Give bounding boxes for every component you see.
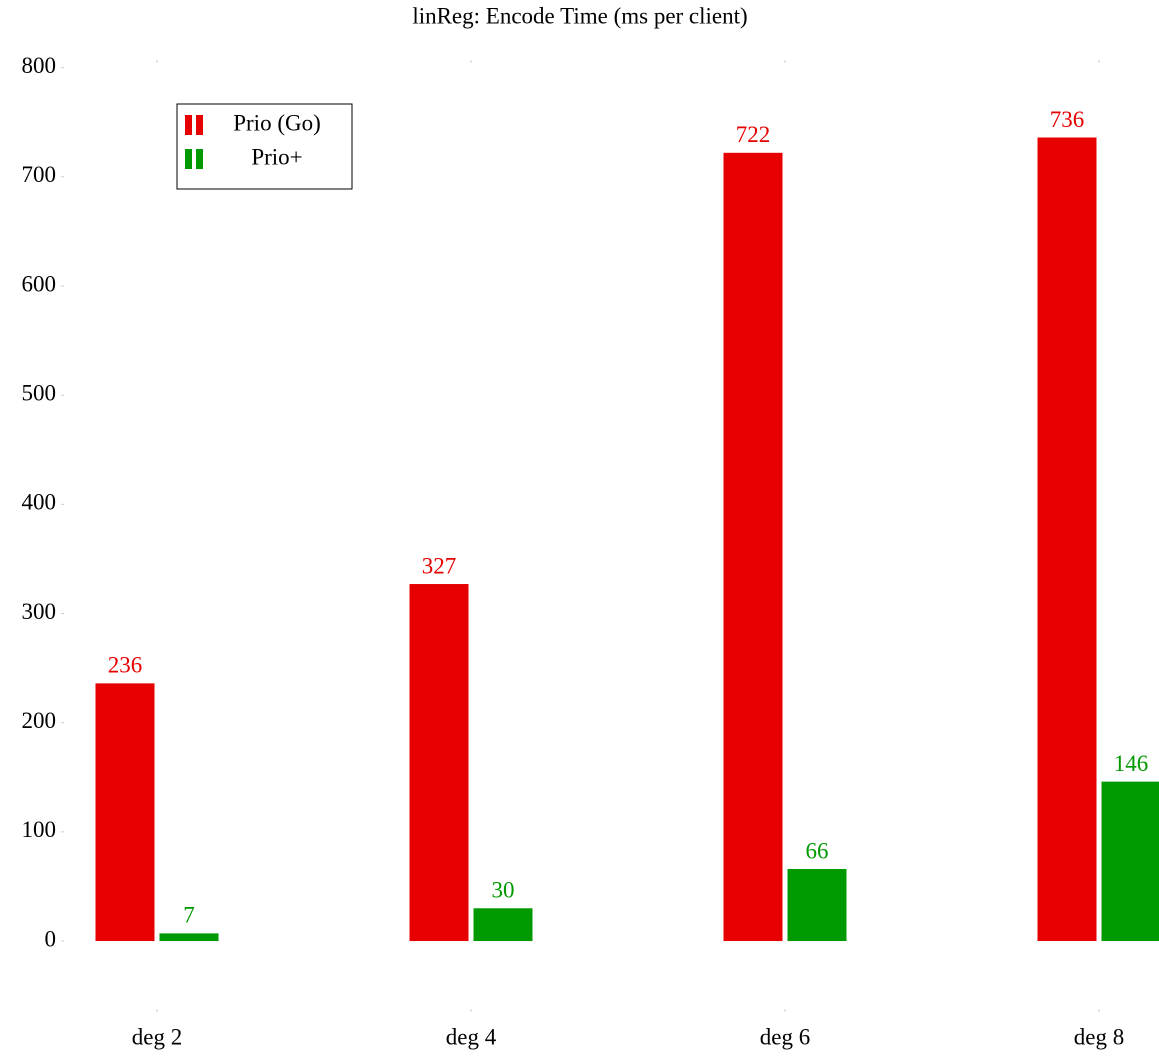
y-tick-label: 400 bbox=[22, 490, 57, 515]
y-tick-label: 800 bbox=[22, 53, 57, 78]
x-tick-label: deg 8 bbox=[1074, 1024, 1124, 1049]
y-tick-label: 300 bbox=[22, 599, 57, 624]
x-tick-label: deg 2 bbox=[132, 1024, 182, 1049]
bar bbox=[1101, 781, 1159, 942]
bar bbox=[95, 683, 155, 942]
bar bbox=[1037, 137, 1097, 942]
x-tick-label: deg 6 bbox=[760, 1024, 810, 1049]
data-label: 327 bbox=[422, 553, 457, 578]
legend-swatch bbox=[185, 115, 192, 135]
y-tick-label: 100 bbox=[22, 817, 57, 842]
y-tick-label: 600 bbox=[22, 271, 57, 296]
bar bbox=[473, 908, 533, 942]
x-tick-label: deg 4 bbox=[446, 1024, 497, 1049]
y-tick-label: 0 bbox=[45, 926, 57, 951]
data-label: 66 bbox=[806, 838, 829, 863]
data-label: 236 bbox=[108, 653, 143, 678]
data-label: 736 bbox=[1050, 107, 1085, 132]
data-label: 722 bbox=[736, 122, 771, 147]
bar bbox=[723, 152, 783, 942]
legend-label: Prio+ bbox=[251, 144, 302, 169]
data-label: 7 bbox=[183, 903, 195, 928]
bar bbox=[159, 933, 219, 942]
legend-swatch bbox=[185, 149, 192, 169]
chart-title: linReg: Encode Time (ms per client) bbox=[412, 3, 747, 28]
legend-swatch bbox=[196, 115, 203, 135]
legend-box bbox=[176, 103, 353, 190]
data-label: 146 bbox=[1114, 751, 1149, 776]
bar bbox=[409, 584, 469, 942]
y-tick-label: 700 bbox=[22, 162, 57, 187]
legend-swatch bbox=[196, 149, 203, 169]
legend-label: Prio (Go) bbox=[233, 110, 321, 135]
y-tick-label: 500 bbox=[22, 380, 57, 405]
data-label: 30 bbox=[492, 878, 515, 903]
y-tick-label: 200 bbox=[22, 708, 57, 733]
bar bbox=[787, 868, 847, 942]
